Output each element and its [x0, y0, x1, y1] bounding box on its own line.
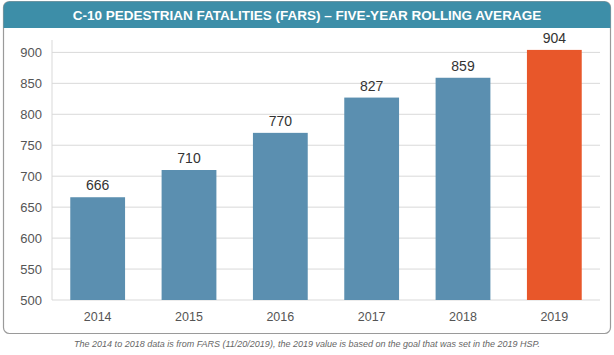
- grid-line: [52, 145, 600, 146]
- grid-line: [52, 300, 600, 301]
- chart: C-10 PEDESTRIAN FATALITIES (FARS) – FIVE…: [0, 0, 614, 355]
- y-tick-label: 800: [20, 107, 42, 122]
- data-label: 859: [451, 58, 475, 74]
- data-label: 710: [177, 150, 201, 166]
- grid-line: [52, 114, 600, 115]
- title: C-10 PEDESTRIAN FATALITIES (FARS) – FIVE…: [73, 8, 541, 23]
- grid-line: [52, 176, 600, 177]
- grid-line: [52, 238, 600, 239]
- bar: [253, 133, 308, 300]
- x-tick-label: 2017: [358, 310, 386, 324]
- data-label: 904: [543, 30, 567, 46]
- x-tick-label: 2014: [84, 310, 112, 324]
- x-tick-label: 2018: [449, 310, 477, 324]
- grid-line: [52, 207, 600, 208]
- frame: [4, 2, 611, 334]
- x-tick-label: 2015: [175, 310, 203, 324]
- x-tick-label: 2019: [540, 310, 568, 324]
- bars: [70, 50, 581, 300]
- caption: The 2014 to 2018 data is from FARS (11/2…: [74, 339, 540, 349]
- y-tick-label: 550: [20, 262, 42, 277]
- x-tick-label: 2016: [266, 310, 294, 324]
- y-tick-label: 750: [20, 138, 42, 153]
- data-label: 666: [86, 177, 110, 193]
- bar: [344, 98, 399, 300]
- bar: [436, 78, 491, 300]
- grid-line: [52, 269, 600, 270]
- grid-line: [52, 52, 600, 53]
- bar: [70, 197, 125, 300]
- grid-line: [52, 83, 600, 84]
- y-tick-label: 500: [20, 293, 42, 308]
- y-tick-label: 700: [20, 169, 42, 184]
- y-tick-label: 650: [20, 200, 42, 215]
- y-axis-line: [52, 40, 53, 300]
- title-bar: [4, 2, 611, 29]
- y-tick-label: 900: [20, 45, 42, 60]
- bar: [527, 50, 582, 300]
- data-label: 827: [360, 78, 384, 94]
- y-tick-label: 850: [20, 76, 42, 91]
- data-label: 770: [269, 113, 293, 129]
- y-tick-label: 600: [20, 231, 42, 246]
- bar: [162, 170, 217, 300]
